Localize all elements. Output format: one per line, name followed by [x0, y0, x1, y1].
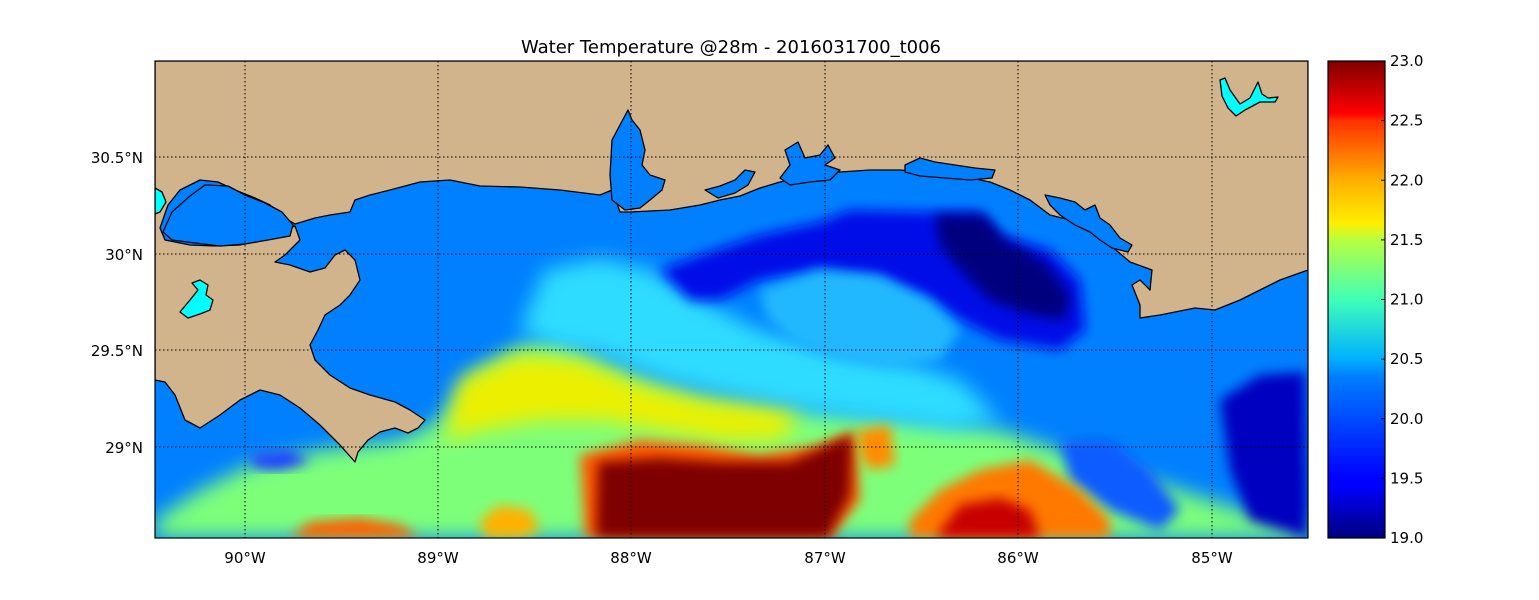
x-tick-label: 87°W [804, 549, 846, 567]
lakes [155, 77, 1279, 319]
colorbar-tick-label: 19.5 [1390, 469, 1423, 487]
temperature-field [155, 210, 1308, 538]
lake-maurepas [155, 187, 167, 215]
y-tick-label: 30.5°N [91, 149, 143, 167]
colorbar-tick-label: 23.0 [1390, 52, 1423, 70]
lake-pontchartrain [162, 184, 294, 247]
west-cold-strip [250, 450, 310, 470]
map-area [155, 61, 1308, 538]
st-andrews-bay [1044, 194, 1133, 253]
lake-salvador [179, 279, 214, 319]
x-tick-label: 89°W [417, 549, 459, 567]
colorbar-tick-label: 21.5 [1390, 231, 1423, 249]
water-inlets [162, 109, 1133, 253]
east-cold-patch [1220, 372, 1308, 538]
y-tick-label: 30°N [105, 246, 143, 264]
y-tick-label: 29°N [105, 439, 143, 457]
yellow-band-area [445, 355, 800, 440]
cyan-band-area [520, 258, 1000, 430]
hot-lobe-east [935, 498, 1040, 538]
colorbar: 23.0 22.5 22.0 21.5 21.0 20.5 20.0 19.5 19.0 [1327, 52, 1423, 547]
choctawhatchee-bay [904, 157, 996, 181]
east-mid-patch [1060, 440, 1180, 530]
colorbar-gradient [1327, 60, 1386, 539]
x-axis-ticks: 90°W 89°W 88°W 87°W 86°W 85°W [224, 549, 1233, 567]
colorbar-tick-label: 19.0 [1390, 529, 1423, 547]
colorbar-tick-label: 21.0 [1390, 291, 1423, 309]
x-tick-label: 88°W [610, 549, 652, 567]
chart-title: Water Temperature @28m - 2016031700_t006 [521, 37, 941, 58]
mid-cold-swirl [760, 270, 960, 370]
mobile-bay [609, 109, 666, 211]
gridlines [155, 61, 1308, 538]
warm-blob-center [480, 505, 540, 538]
hot-core-area [596, 435, 852, 538]
colorbar-ticks: 23.0 22.5 22.0 21.5 21.0 20.5 20.0 19.5 19.0 [1381, 52, 1423, 547]
perdido-inlet [704, 169, 756, 199]
colorbar-tick-label: 22.0 [1390, 171, 1423, 189]
y-axis-ticks: 30.5°N 30°N 29.5°N 29°N [91, 149, 143, 457]
y-tick-label: 29.5°N [91, 342, 143, 360]
x-tick-label: 90°W [224, 549, 266, 567]
map-frame [154, 60, 1309, 539]
coldest-core-area [935, 215, 1070, 320]
warm-blob-southwest [290, 518, 420, 538]
lake-seminole [1219, 77, 1279, 117]
colorbar-tick-label: 20.0 [1390, 410, 1423, 428]
x-tick-label: 85°W [1191, 549, 1233, 567]
colorbar-tick-label: 20.5 [1390, 350, 1423, 368]
x-tick-label: 86°W [997, 549, 1039, 567]
colorbar-tick-label: 22.5 [1390, 112, 1423, 130]
